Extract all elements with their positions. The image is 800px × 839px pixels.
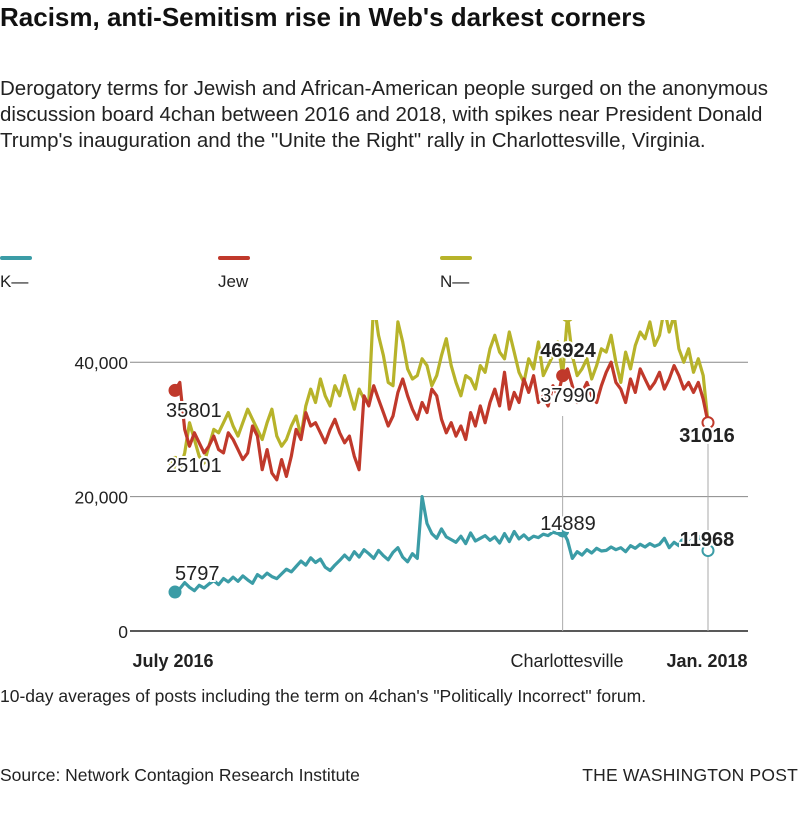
- point-jew-event: [556, 369, 570, 383]
- chart-subtitle: Derogatory terms for Jewish and African-…: [0, 77, 769, 152]
- legend: K— Jew N—: [0, 250, 800, 300]
- x-label-end: Jan. 2018: [666, 651, 747, 671]
- point-k-start: [168, 585, 182, 599]
- label-k-event: 14889: [540, 513, 596, 535]
- label-k-end: 11968: [680, 529, 735, 551]
- label-jew-start: 35801: [166, 400, 222, 422]
- label-jew-end: 31016: [679, 425, 735, 447]
- chart-title: Racism, anti-Semitism rise in Web's dark…: [0, 2, 646, 32]
- label-jew-event: 37990: [540, 385, 596, 407]
- reference-lines: [562, 416, 709, 631]
- point-jew-start: [168, 383, 182, 397]
- y-tick-label-40000: 40,000: [74, 353, 128, 373]
- source-note: Source: Network Contagion Research Insti…: [0, 765, 360, 785]
- label-n-start: 25101: [166, 455, 222, 477]
- label-layer: 35801 25101 5797 46924 37990 14889 31016 11968 J…: [132, 320, 748, 671]
- legend-label-n: N—: [440, 272, 470, 291]
- x-label-start: July 2016: [132, 651, 213, 671]
- legend-label-k: K—: [0, 272, 29, 291]
- point-k-event: [556, 524, 570, 538]
- point-k-end: [701, 544, 715, 558]
- footnote: 10-day averages of posts including the t…: [0, 686, 647, 706]
- y-tick-label-20000: 20,000: [74, 488, 128, 508]
- series-line-jew: [173, 360, 710, 482]
- label-k-start: 5797: [175, 563, 220, 585]
- series-line-k: [173, 495, 710, 594]
- legend-swatch-n: [440, 256, 472, 260]
- grid-layer: 0 20,000 40,000: [74, 353, 748, 642]
- legend-label-jew: Jew: [218, 272, 249, 291]
- line-chart: 0 20,000 40,000 35801 25101 5797 46924 37990 14…: [74, 320, 748, 671]
- series-line-n: [173, 320, 710, 472]
- y-tick-label-0: 0: [118, 622, 128, 642]
- label-n-peak: 46924: [540, 340, 596, 362]
- x-label-charlottesville: Charlottesville: [510, 651, 623, 671]
- series-layer: [173, 320, 710, 594]
- legend-swatch-k: [0, 256, 32, 260]
- point-jew-end: [701, 416, 715, 430]
- legend-swatch-jew: [218, 256, 250, 260]
- point-n-peak: [562, 320, 573, 323]
- credit-label: THE WASHINGTON POST: [582, 765, 798, 785]
- point-n-start: [168, 455, 182, 469]
